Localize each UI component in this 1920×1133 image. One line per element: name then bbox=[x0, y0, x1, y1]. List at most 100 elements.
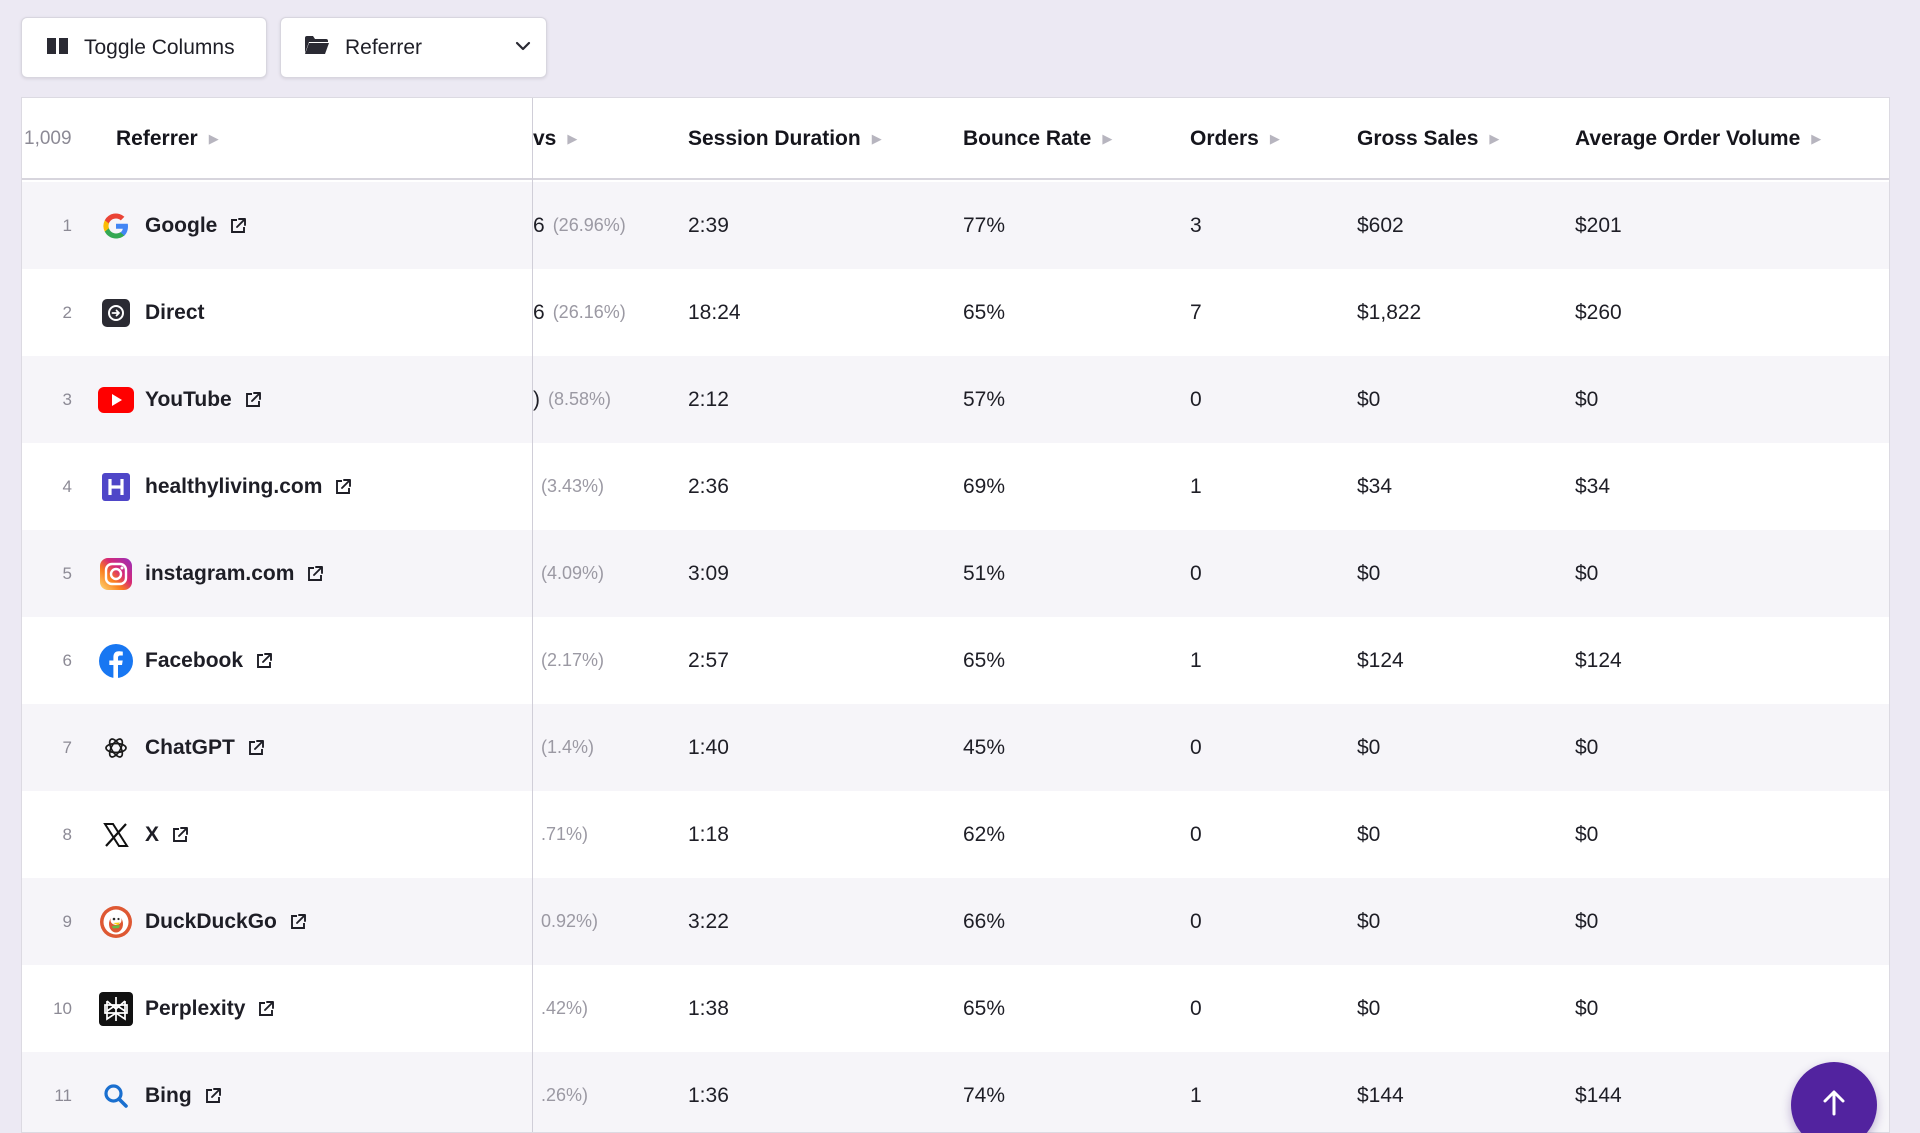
sort-icon: ▶ bbox=[1489, 131, 1500, 146]
external-link-icon[interactable] bbox=[171, 826, 189, 844]
referrer-name[interactable]: healthyliving.com bbox=[145, 474, 323, 498]
column-header-session-duration[interactable]: Session Duration ▶ bbox=[688, 98, 882, 180]
column-header-bounce-rate-label: Bounce Rate bbox=[963, 127, 1092, 150]
table-row[interactable]: 11 Bing .26%) 1:36 74% 1 $144 $144 bbox=[22, 1052, 1889, 1132]
gross-sales-cell: $1,822 bbox=[1357, 300, 1422, 324]
column-header-session-duration-label: Session Duration bbox=[688, 127, 861, 150]
column-header-average-order-volume-label: Average Order Volume bbox=[1575, 127, 1801, 150]
column-header-orders[interactable]: Orders ▶ bbox=[1190, 98, 1280, 180]
external-link-icon[interactable] bbox=[306, 565, 324, 583]
sort-icon: ▶ bbox=[871, 131, 882, 146]
session-duration-cell: 1:40 bbox=[688, 735, 729, 759]
average-order-volume-cell: $0 bbox=[1575, 822, 1599, 846]
bounce-rate-cell: 45% bbox=[963, 735, 1006, 759]
row-rank: 9 bbox=[62, 911, 72, 931]
referrer-cell[interactable]: Facebook bbox=[97, 617, 273, 704]
visitors-percent: .42%) bbox=[541, 998, 589, 1018]
table-row[interactable]: 2 Direct 6 (26.16%) 18:24 65% 7 $1,822 $260 bbox=[22, 269, 1889, 356]
external-link-icon[interactable] bbox=[334, 478, 352, 496]
external-link-icon[interactable] bbox=[255, 652, 273, 670]
referrer-name[interactable]: Direct bbox=[145, 300, 205, 324]
session-duration-cell: 3:09 bbox=[688, 561, 729, 585]
facebook-icon bbox=[97, 642, 135, 680]
visitors-cell: .71%) bbox=[533, 791, 588, 878]
visitors-percent: .26%) bbox=[541, 1085, 589, 1105]
table-row[interactable]: 5 instagram.com (4.09%) 3:09 51% 0 $0 $0 bbox=[22, 530, 1889, 617]
external-link-icon[interactable] bbox=[229, 217, 247, 235]
row-count: 1,009 bbox=[24, 128, 72, 149]
session-duration-cell: 2:57 bbox=[688, 648, 729, 672]
referrer-cell[interactable]: ChatGPT bbox=[97, 704, 265, 791]
chatgpt-icon bbox=[97, 729, 135, 767]
visitors-cell: (4.09%) bbox=[533, 530, 604, 617]
referrer-cell[interactable]: instagram.com bbox=[97, 530, 324, 617]
column-header-visitors[interactable]: vs ▶ bbox=[533, 98, 577, 180]
table-row[interactable]: 9 DuckDuckGo 0.92%) 3:22 66% 0 $0 $0 bbox=[22, 878, 1889, 965]
table-row[interactable]: 7 ChatGPT (1.4%) 1:40 45% 0 $0 $0 bbox=[22, 704, 1889, 791]
table-row[interactable]: 1 Google 6 (26.96%) 2:39 77% 3 $602 $201 bbox=[22, 182, 1889, 269]
table-row[interactable]: 6 Facebook (2.17%) 2:57 65% 1 $124 $124 bbox=[22, 617, 1889, 704]
session-duration-cell: 3:22 bbox=[688, 909, 729, 933]
visitors-cell: .26%) bbox=[533, 1052, 589, 1132]
referrer-cell[interactable]: Google bbox=[97, 182, 247, 269]
referrer-name[interactable]: Perplexity bbox=[145, 996, 246, 1020]
bounce-rate-cell: 51% bbox=[963, 561, 1006, 585]
column-header-average-order-volume[interactable]: Average Order Volume ▶ bbox=[1575, 98, 1821, 180]
visitors-percent: (2.17%) bbox=[541, 650, 605, 670]
column-header-gross-sales[interactable]: Gross Sales ▶ bbox=[1357, 98, 1499, 180]
orders-cell: 3 bbox=[1190, 213, 1202, 237]
youtube-icon bbox=[97, 381, 135, 419]
referrer-name[interactable]: Google bbox=[145, 213, 218, 237]
dimension-select[interactable]: Referrer bbox=[280, 17, 547, 78]
external-link-icon[interactable] bbox=[289, 913, 307, 931]
external-link-icon[interactable] bbox=[257, 1000, 275, 1018]
bounce-rate-cell: 65% bbox=[963, 300, 1006, 324]
bounce-rate-cell: 69% bbox=[963, 474, 1006, 498]
scroll-to-top-button[interactable] bbox=[1791, 1062, 1877, 1133]
referrer-cell[interactable]: Perplexity bbox=[97, 965, 275, 1052]
visitors-cell: ) (8.58%) bbox=[533, 356, 611, 443]
referrer-name[interactable]: X bbox=[145, 822, 160, 846]
table-row[interactable]: 4 healthyliving.com (3.43%) 2:36 69% 1 $34 $34 bbox=[22, 443, 1889, 530]
dimension-select-label: Referrer bbox=[345, 35, 423, 59]
row-rank: 8 bbox=[62, 824, 72, 844]
visitors-percent: .71%) bbox=[541, 824, 589, 844]
referrer-cell[interactable]: DuckDuckGo bbox=[97, 878, 307, 965]
referrer-cell[interactable]: Bing bbox=[97, 1052, 222, 1132]
table-row[interactable]: 10 Perplexity .42%) 1:38 65% 0 $0 $0 bbox=[22, 965, 1889, 1052]
external-link-icon[interactable] bbox=[204, 1087, 222, 1105]
external-link-icon[interactable] bbox=[247, 739, 265, 757]
referrer-name[interactable]: YouTube bbox=[145, 387, 232, 411]
table-row[interactable]: 3 YouTube) (8.58%) 2:12 57% 0 $0 $0 bbox=[22, 356, 1889, 443]
referrer-name[interactable]: instagram.com bbox=[145, 561, 295, 585]
table-row[interactable]: 8 X .71%) 1:18 62% 0 $0 $0 bbox=[22, 791, 1889, 878]
column-header-gross-sales-label: Gross Sales bbox=[1357, 127, 1479, 150]
referrer-cell[interactable]: X bbox=[97, 791, 189, 878]
referrer-name[interactable]: ChatGPT bbox=[145, 735, 235, 759]
referrer-cell[interactable]: Direct bbox=[97, 269, 205, 356]
column-header-bounce-rate[interactable]: Bounce Rate ▶ bbox=[963, 98, 1112, 180]
column-header-referrer[interactable]: Referrer ▶ bbox=[116, 98, 219, 180]
average-order-volume-cell: $0 bbox=[1575, 387, 1599, 411]
referrer-cell[interactable]: healthyliving.com bbox=[97, 443, 352, 530]
bounce-rate-cell: 65% bbox=[963, 996, 1006, 1020]
duckduckgo-icon bbox=[97, 903, 135, 941]
google-icon bbox=[97, 207, 135, 245]
chevron-down-icon bbox=[514, 37, 532, 61]
sort-icon: ▶ bbox=[208, 131, 219, 146]
row-rank: 7 bbox=[62, 737, 72, 757]
referrer-name[interactable]: Bing bbox=[145, 1083, 192, 1107]
sort-icon: ▶ bbox=[1102, 131, 1113, 146]
toggle-columns-button[interactable]: Toggle Columns bbox=[21, 17, 267, 78]
referrer-cell[interactable]: YouTube bbox=[97, 356, 262, 443]
row-rank: 4 bbox=[62, 476, 72, 496]
referrer-name[interactable]: Facebook bbox=[145, 648, 244, 672]
referrer-name[interactable]: DuckDuckGo bbox=[145, 909, 277, 933]
external-link-icon[interactable] bbox=[244, 391, 262, 409]
orders-cell: 0 bbox=[1190, 996, 1202, 1020]
average-order-volume-cell: $201 bbox=[1575, 213, 1622, 237]
session-duration-cell: 1:18 bbox=[688, 822, 729, 846]
visitors-percent: 0.92%) bbox=[541, 911, 599, 931]
bounce-rate-cell: 77% bbox=[963, 213, 1006, 237]
visitors-percent: (3.43%) bbox=[541, 476, 605, 496]
